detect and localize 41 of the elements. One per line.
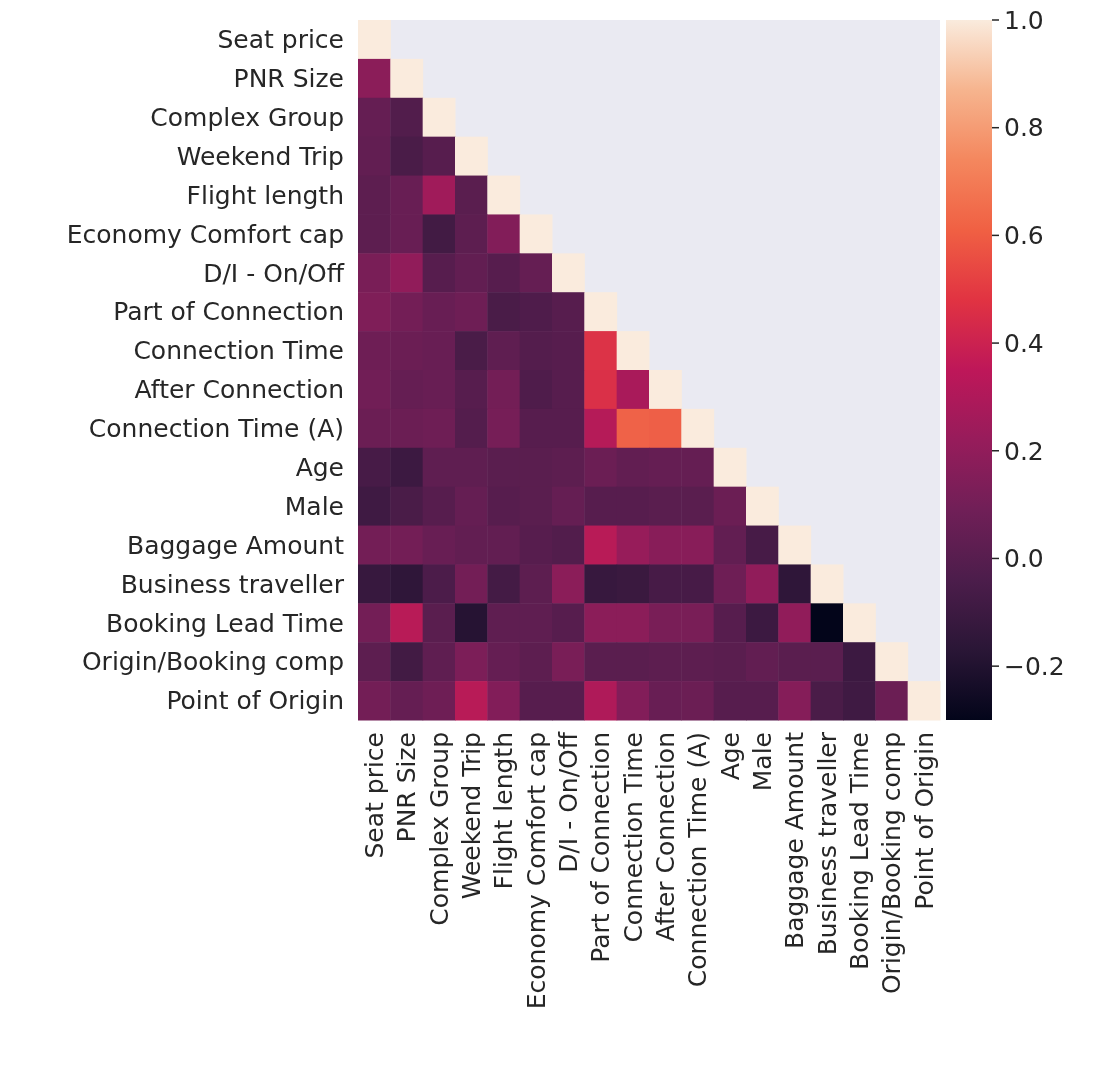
x-tick-label: Economy Comfort cap (521, 732, 551, 1010)
x-tick-label: Male (747, 732, 777, 792)
color-bar-label: 0.2 (1004, 436, 1044, 466)
y-tick-label: Origin/Booking comp (81, 647, 344, 677)
y-tick-label: Connection Time (133, 336, 344, 366)
x-tick-label: Booking Lead Time (844, 732, 874, 971)
x-tick-label: Connection Time (A) (683, 732, 713, 988)
x-tick-label: PNR Size (392, 732, 422, 843)
y-tick-label: Part of Connection (113, 297, 344, 327)
x-tick-label: Origin/Booking comp (877, 732, 907, 995)
color-bar-label: 0.0 (1004, 544, 1044, 574)
x-tick-label: D/I - On/Off (553, 731, 583, 873)
y-tick-label: Complex Group (150, 102, 344, 132)
color-bar-label: −0.2 (1004, 651, 1065, 681)
color-bar-label: 0.4 (1004, 328, 1044, 358)
y-tick-label: Flight length (186, 180, 344, 210)
y-tick-label: Weekend Trip (176, 141, 344, 171)
x-tick-label: After Connection (650, 732, 680, 942)
color-bar-label: 0.8 (1004, 113, 1044, 143)
x-tick-label: Part of Connection (586, 732, 616, 963)
y-tick-label: Connection Time (A) (88, 414, 344, 444)
y-tick-label: Seat price (217, 25, 344, 55)
y-tick-label: D/I - On/Off (203, 258, 345, 288)
y-tick-label: PNR Size (233, 64, 344, 94)
x-tick-label: Age (715, 732, 745, 781)
x-tick-label: Point of Origin (909, 732, 939, 910)
color-bar-label: 1.0 (1004, 5, 1044, 35)
x-tick-label: Weekend Trip (456, 732, 486, 900)
y-tick-label: After Connection (134, 375, 344, 405)
x-tick-label: Flight length (489, 732, 519, 890)
x-tick-label: Connection Time (618, 732, 648, 943)
x-tick-label: Baggage Amount (780, 731, 810, 949)
x-tick-label: Business traveller (812, 731, 842, 956)
color-bar-label: 0.6 (1004, 221, 1044, 251)
y-tick-label: Business traveller (120, 569, 345, 599)
y-tick-label: Male (284, 491, 344, 521)
y-tick-label: Baggage Amount (127, 530, 345, 560)
y-tick-label: Booking Lead Time (105, 608, 344, 638)
y-tick-label: Point of Origin (166, 686, 344, 716)
y-tick-label: Economy Comfort cap (66, 219, 344, 249)
y-tick-label: Age (295, 452, 344, 482)
